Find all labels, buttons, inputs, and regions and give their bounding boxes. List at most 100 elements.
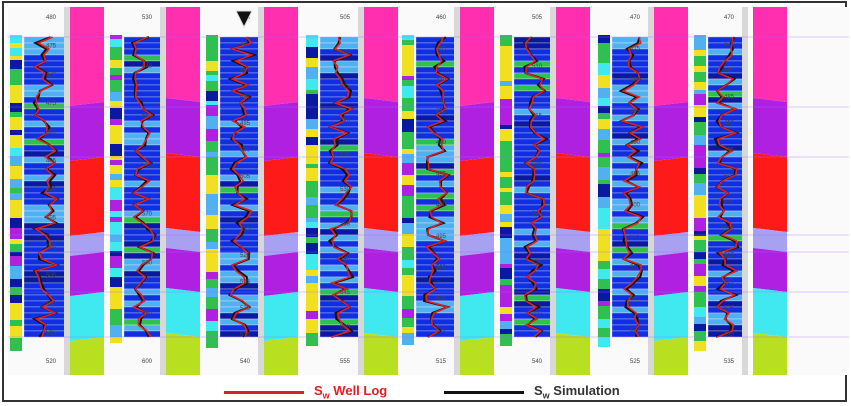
facies-column-block [598,269,610,279]
facies-column-block [598,319,610,328]
correlation-band-zone [264,252,298,296]
simulation-layer-cell [123,42,163,50]
depth-tick-label: 480 [436,140,447,146]
facies-column-block [306,90,318,94]
correlation-band-zone [264,292,298,341]
simulation-layer-cell [513,48,553,56]
simulation-layer-cell [707,210,745,218]
legend-well-log-label: Sw Well Log [314,383,388,401]
facies-column-block [402,207,414,218]
depth-tick-label: 555 [340,359,351,365]
facies-column-block [500,155,512,168]
simulation-layer-cell [611,276,651,284]
facies-column-block [10,287,22,295]
depth-tick-label: 535 [240,333,251,339]
facies-column-block [598,254,610,261]
simulation-layer-cell [319,192,361,200]
facies-column-block [402,163,414,175]
facies-column-block [500,168,512,172]
facies-column-block [598,35,610,43]
facies-column-block [206,261,218,272]
facies-column-block [110,144,122,156]
facies-column-block [110,242,122,251]
facies-column-block [598,113,610,119]
facies-column-block [402,247,414,260]
depth-tick-label: 520 [240,253,251,259]
facies-column-block [206,81,218,91]
facies-column-block [10,239,22,244]
facies-column-block [10,56,22,60]
facies-column-block [110,325,122,337]
simulation-layer-cell [123,48,163,56]
facies-column-block [110,222,122,235]
correlation-band-zone [364,288,398,337]
facies-column-block [306,137,318,145]
facies-column-block [206,116,218,129]
depth-tick-label: 470 [724,15,735,21]
facies-column-block [402,70,414,76]
correlation-band-zone [166,333,200,375]
depth-scale-column [358,7,364,375]
depth-tick-label: 495 [240,121,251,127]
facies-column-block [10,179,22,188]
facies-column-block [694,331,706,341]
facies-column-block [500,177,512,188]
facies-column-block [598,279,610,289]
facies-column-block [694,117,706,122]
facies-column-block [206,229,218,242]
facies-column-block [10,279,22,287]
facies-column-block [694,145,706,156]
facies-column-block [110,174,122,180]
facies-column-block [694,94,706,105]
facies-column-block [598,167,610,180]
depth-tick-label: 525 [724,306,735,312]
simulation-layer-cell [219,186,261,194]
facies-column-block [110,75,122,80]
facies-column-block [206,204,218,215]
depth-tick-label: 545 [340,290,351,296]
depth-tick-label: 550 [340,325,351,331]
depth-tick-label: 500 [724,174,735,180]
facies-column-block [110,68,122,75]
depth-tick-label: 525 [532,212,543,218]
facies-column-block [306,293,318,297]
facies-column-block [110,160,122,165]
facies-column-block [10,60,22,69]
facies-column-block [206,35,218,40]
facies-column-block [10,188,22,193]
depth-tick-label: 515 [46,330,57,336]
facies-column-block [402,175,414,185]
facies-column-block [306,228,318,237]
simulation-layer-cell [23,174,67,182]
facies-column-block [500,249,512,256]
facies-column-block [206,194,218,204]
facies-column-block [10,252,22,256]
facies-column-block [110,137,122,144]
simulation-layer-cell [513,102,553,110]
facies-column-block [500,112,512,125]
simulation-layer-cell [707,138,745,146]
depth-tick-label: 475 [46,44,57,50]
depth-tick-label: 520 [340,118,351,124]
correlation-band-zone [264,232,298,256]
facies-column-block [598,328,610,337]
facies-column-block [694,135,706,145]
correlation-band-zone [166,7,200,102]
facies-column-block [500,76,512,81]
correlation-band-zone [654,292,688,341]
simulation-layer-cell [123,234,163,242]
facies-column-block [402,57,414,70]
simulation-layer-cell [23,204,67,212]
facies-column-block [402,218,414,223]
correlation-band-zone [364,228,398,252]
simulation-layer-cell [513,330,553,338]
facies-column-block [500,35,512,46]
facies-column-block [500,145,512,155]
facies-column-block [206,97,218,101]
facies-column-block [402,185,414,196]
facies-column-block [206,321,218,331]
sw-well-log-curve [619,36,645,338]
sw-well-log-curve [327,36,354,338]
facies-column-block [10,35,22,43]
depth-tick-label: 485 [724,94,735,100]
